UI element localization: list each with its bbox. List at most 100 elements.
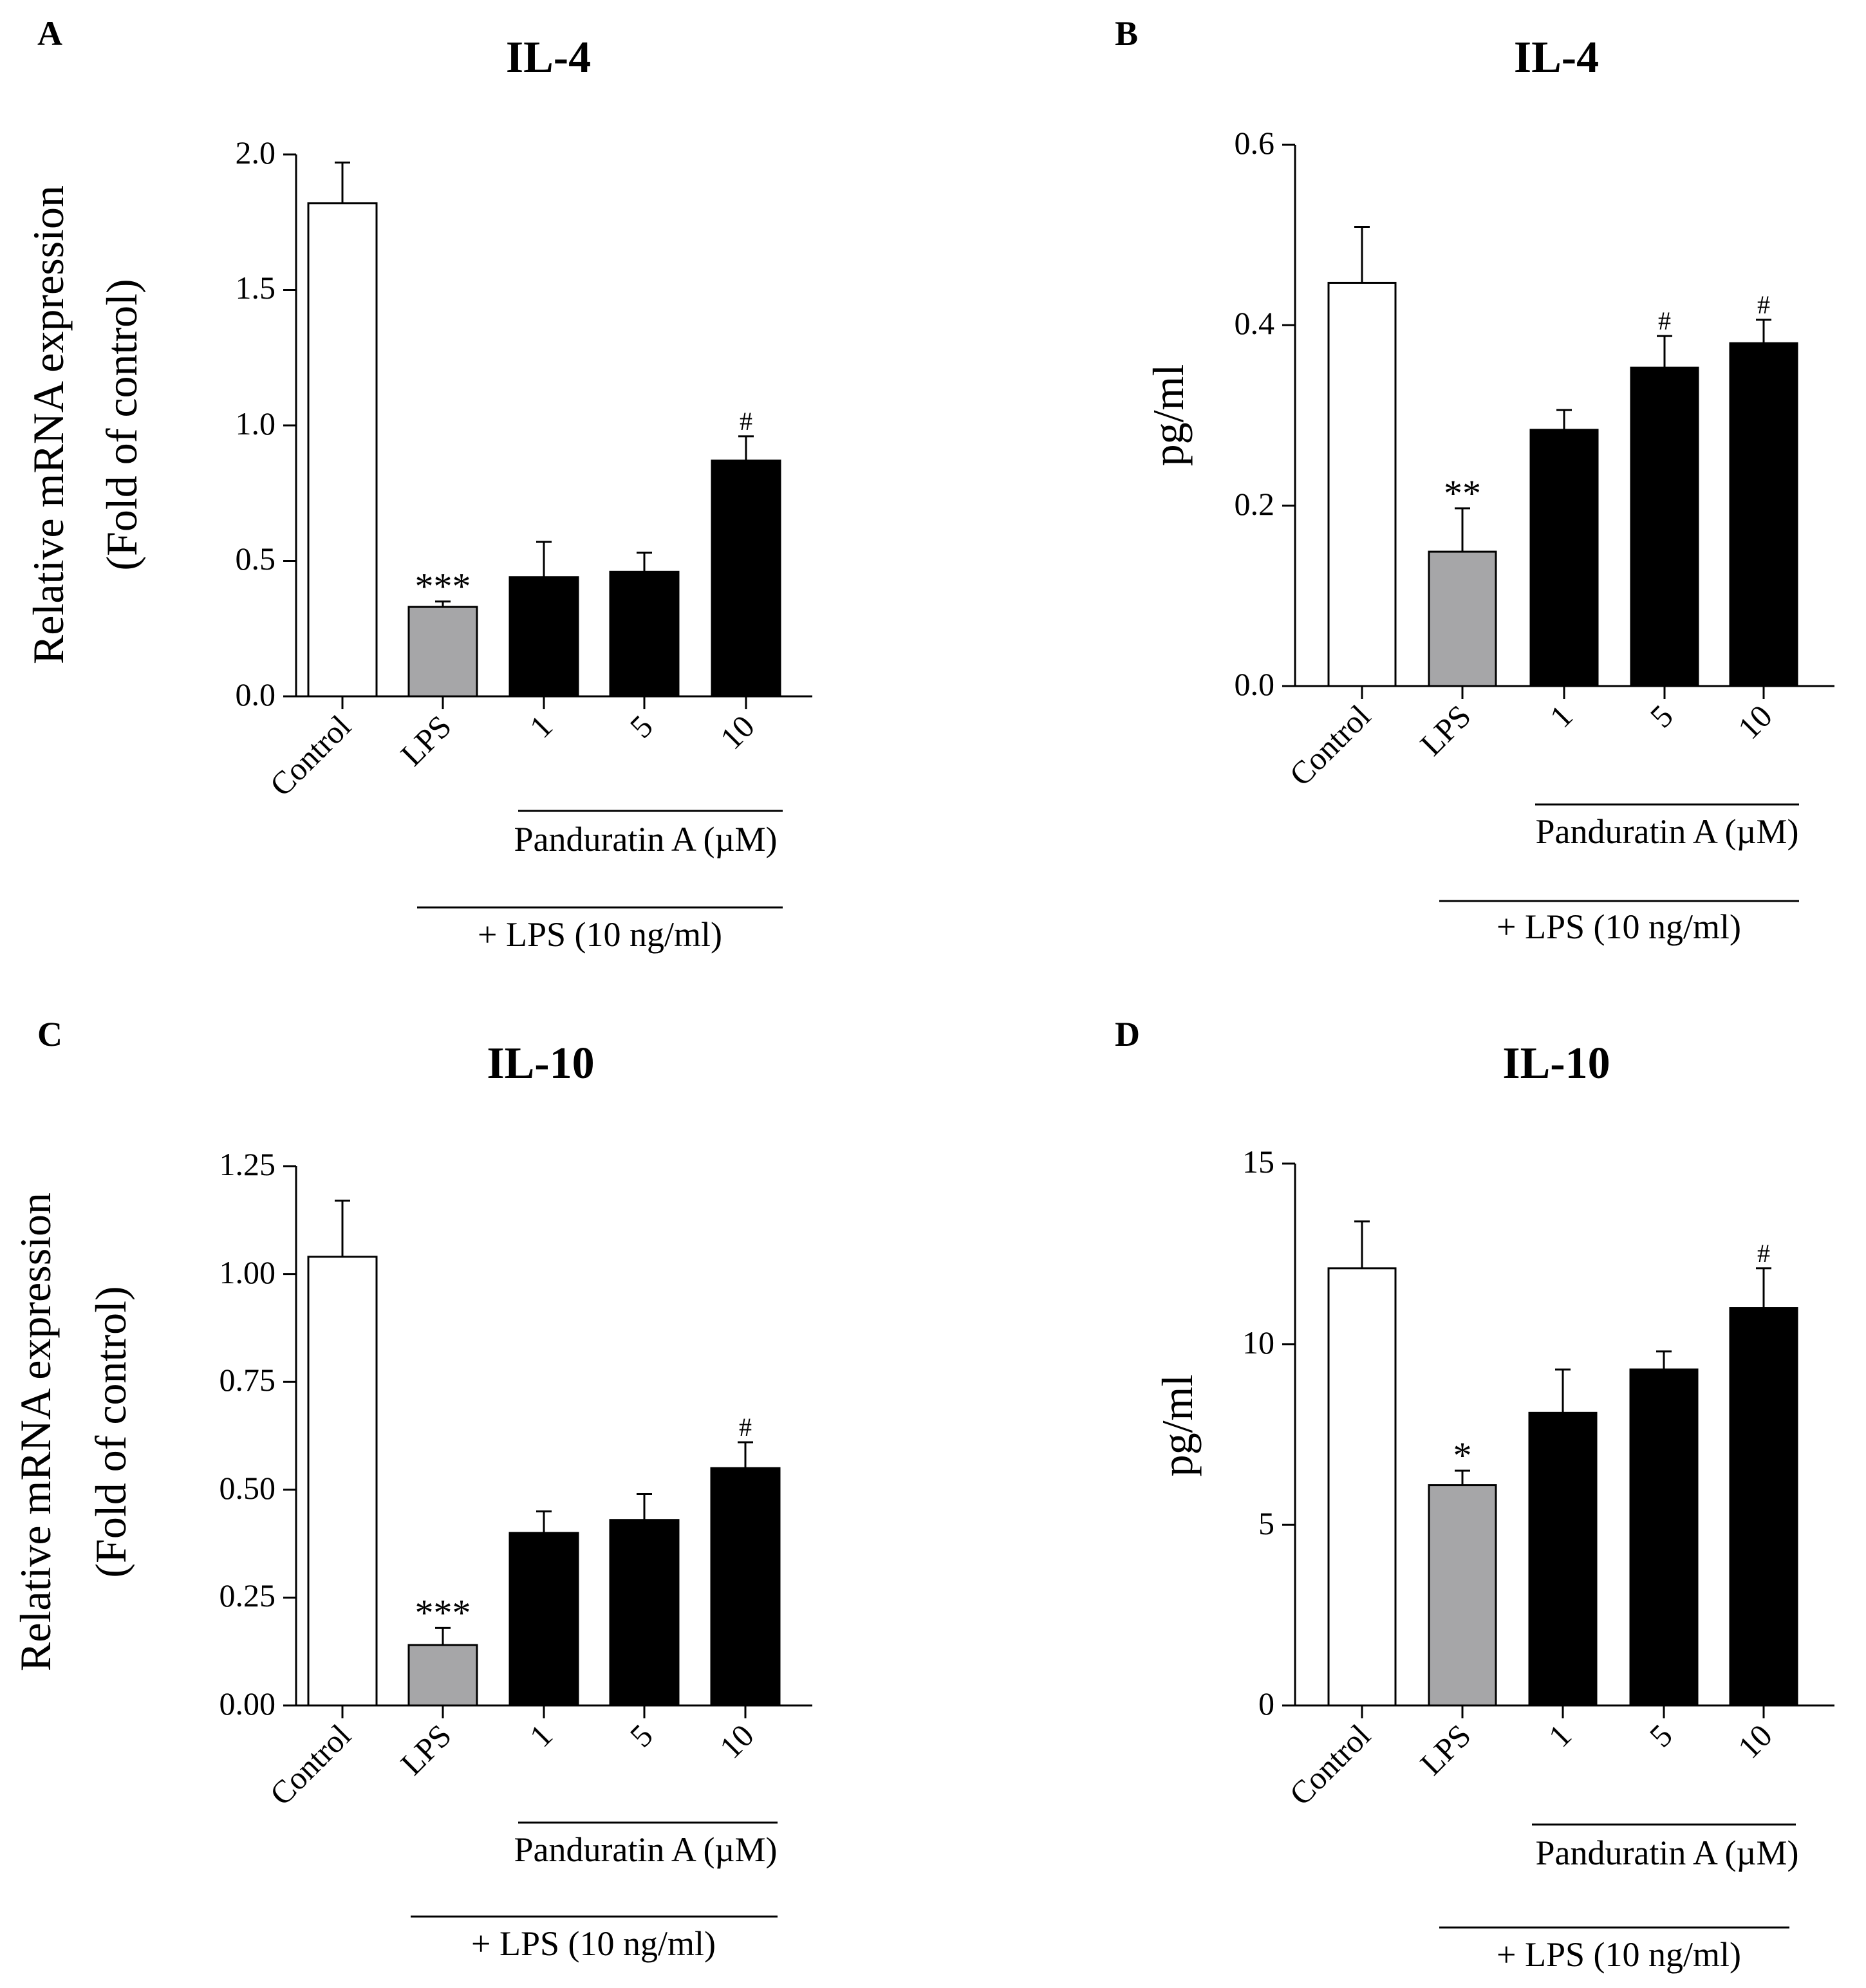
x-tick: 1: [523, 1705, 559, 1754]
bar-control: [307, 202, 378, 698]
y-axis-label: Relative mRNA expression: [11, 1193, 60, 1671]
x-tick: Control: [1282, 1705, 1377, 1812]
x-tick: LPS: [1413, 686, 1478, 763]
bracket-inner-label: Panduratin A (µM): [514, 1830, 777, 1869]
x-tick: 10: [713, 1705, 761, 1765]
significance-hash: #: [1757, 1239, 1770, 1268]
y-tick: 2.0: [236, 135, 296, 171]
x-tick: LPS: [1413, 1705, 1478, 1782]
y-tick-label: 0.0: [1235, 666, 1275, 702]
y-tick-label: 0.25: [219, 1577, 276, 1613]
y-axis-label: Relative mRNA expression: [24, 185, 73, 664]
error-bar: [1555, 1368, 1571, 1413]
bracket-outer-label: + LPS (10 ng/ml): [1497, 907, 1741, 946]
y-tick: 0.25: [219, 1577, 296, 1613]
y-axis-label-sub: (Fold of control): [86, 1286, 135, 1577]
significance-star: *: [1453, 1435, 1472, 1476]
y-tick: 5: [1258, 1505, 1295, 1541]
error-bar: [1455, 1469, 1470, 1485]
x-tick: 1: [1543, 686, 1580, 734]
y-tick-label: 0.00: [219, 1686, 276, 1722]
significance-hash: #: [1757, 290, 1770, 319]
x-tick: 5: [1643, 686, 1680, 734]
error-bar: [1756, 1267, 1771, 1308]
y-tick-label: 0.6: [1235, 125, 1275, 161]
y-tick-label: 0.2: [1235, 486, 1275, 522]
x-tick-label: Control: [1282, 1717, 1377, 1812]
x-tick-label: 10: [1731, 698, 1779, 746]
x-tick: 5: [1643, 1705, 1679, 1754]
error-bar: [738, 435, 754, 461]
x-tick-label: LPS: [393, 708, 458, 773]
x-tick-label: 5: [1643, 698, 1680, 734]
bracket-outer-label: + LPS (10 ng/ml): [1497, 1935, 1741, 1974]
bar-5: [609, 1519, 680, 1707]
bar-5: [609, 570, 680, 698]
x-tick: 5: [623, 1705, 660, 1754]
panel-label-c: C: [37, 1015, 62, 1054]
panel-b: B IL-4 pg/ml 0.0 0.2 0.4 0.6 ** # # Contro…: [1115, 14, 1834, 946]
significance-star: **: [1444, 472, 1481, 514]
chart-title: IL-4: [506, 33, 591, 82]
error-bar: [536, 1510, 552, 1533]
error-bar: [1354, 1220, 1370, 1268]
bar-10: [710, 1467, 781, 1707]
y-tick: 0.50: [219, 1470, 296, 1506]
panel-a: A IL-4 Relative mRNA expression (Fold of…: [24, 14, 812, 954]
y-tick-label: 1.5: [236, 270, 276, 306]
y-tick: 0.5: [236, 541, 296, 577]
error-bar: [335, 1200, 350, 1257]
x-tick-label: LPS: [393, 1717, 458, 1782]
y-tick-label: 10: [1242, 1324, 1274, 1361]
y-tick: 0.0: [236, 676, 296, 712]
y-tick-label: 0: [1258, 1686, 1274, 1722]
y-tick: 1.5: [236, 270, 296, 306]
error-bar: [335, 162, 350, 203]
error-bar: [1656, 1350, 1672, 1370]
x-tick: 10: [1731, 686, 1779, 746]
y-axis-label-sub: (Fold of control): [97, 279, 146, 570]
y-tick: 0.2: [1235, 486, 1295, 522]
chart-title: IL-10: [487, 1039, 594, 1088]
bars: ** # #: [1327, 226, 1798, 687]
x-tick: Control: [1282, 686, 1377, 793]
bars: *#: [1327, 1220, 1798, 1707]
x-tick-label: 1: [523, 1717, 559, 1754]
significance-hash: #: [1658, 306, 1671, 335]
panel-label-a: A: [37, 14, 62, 53]
bar-control: [307, 1256, 378, 1707]
y-tick-label: 5: [1258, 1505, 1274, 1541]
x-tick: Control: [263, 1705, 358, 1812]
x-tick-label: 1: [1543, 698, 1580, 734]
chart-title: IL-4: [1514, 33, 1599, 82]
y-tick: 0.00: [219, 1686, 296, 1722]
bar-5: [1630, 366, 1699, 687]
error-bar: [637, 552, 652, 572]
x-tick-label: 10: [713, 1717, 761, 1765]
y-tick-label: 1.0: [236, 405, 276, 441]
bracket-outer-label: + LPS (10 ng/ml): [471, 1924, 716, 1963]
x-tick: LPS: [393, 696, 458, 773]
error-bar: [738, 1441, 753, 1469]
y-tick-label: 1.25: [219, 1146, 276, 1182]
x-tick: 10: [1731, 1705, 1779, 1765]
x-tick-label: LPS: [1413, 1717, 1478, 1782]
y-tick: 10: [1242, 1324, 1295, 1361]
error-bar: [1756, 319, 1771, 344]
x-tick-label: 1: [1542, 1717, 1578, 1754]
bars: *** #: [307, 162, 781, 698]
x-tick: 1: [523, 696, 559, 745]
x-tick: 5: [623, 696, 660, 745]
y-tick-label: 0.0: [236, 676, 276, 712]
x-tick-label: Control: [263, 708, 358, 803]
y-tick: 1.25: [219, 1146, 296, 1182]
error-bar: [637, 1493, 652, 1520]
y-tick-label: 0.50: [219, 1470, 276, 1506]
x-tick-label: 10: [713, 708, 761, 756]
bar-lps: [1428, 1484, 1497, 1707]
y-tick: 0.0: [1235, 666, 1295, 702]
bar-lps: [1428, 550, 1497, 687]
bar-1: [508, 576, 579, 698]
error-bar: [1657, 335, 1672, 368]
x-tick: Control: [263, 696, 358, 803]
